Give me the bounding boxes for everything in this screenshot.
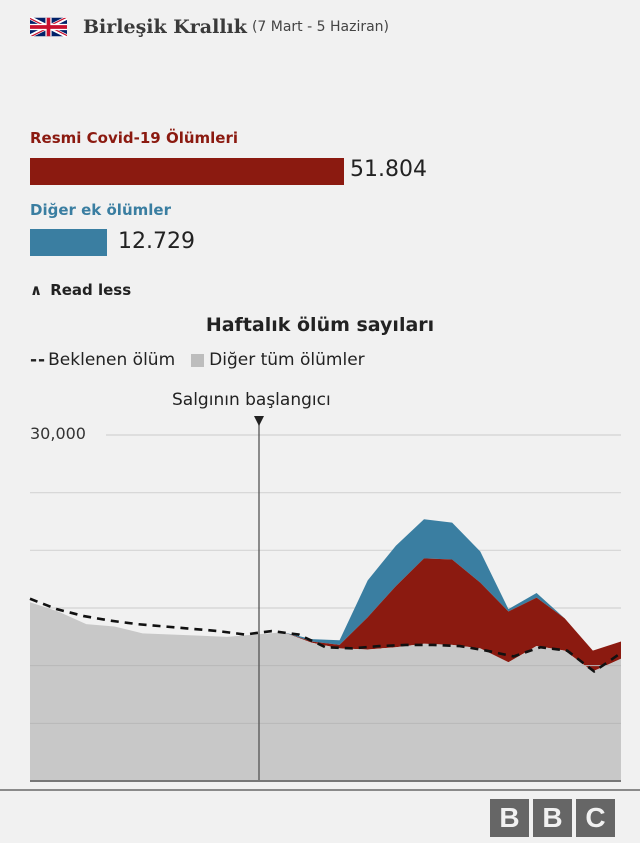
chart-header: Birleşik Krallık (7 Mart - 5 Haziran) [30,16,389,38]
other-excess-area [30,519,621,651]
expected-deaths-line [29,597,622,674]
bbc-logo: B B C [490,799,615,837]
official-deaths-bar [30,158,344,185]
chart-title: Haftalık ölüm sayıları [205,314,435,336]
official-deaths-label: Resmi Covid-19 Ölümleri [30,129,238,147]
gray-square-icon [191,353,205,367]
dashed-line-icon: -- [30,350,47,370]
uk-flag-icon [30,17,67,37]
pandemic-start-label: Salgının başlangıcı [172,390,331,410]
other-deaths-value: 12.729 [118,229,195,254]
chart-legend: -- Beklenen ölüm Diğer tüm ölümler [30,350,365,370]
legend-expected: Beklenen ölüm [48,350,176,370]
read-less-label: Read less [50,281,132,299]
footer-divider [0,789,640,791]
other-deaths-area [30,602,621,781]
other-deaths-bar [30,229,107,256]
official-deaths-value: 51.804 [350,157,427,182]
other-deaths-label: Diğer ek ölümler [30,201,171,219]
chevron-up-icon: ∧ [30,281,43,299]
page-title: Birleşik Krallık [83,16,247,38]
date-range: (7 Mart - 5 Haziran) [251,19,389,35]
legend-other: Diğer tüm ölümler [209,350,365,370]
y-tick-30000: 30,000 [30,424,86,443]
read-less-button[interactable]: ∧ Read less [30,281,131,299]
marker-triangle-icon [254,416,264,426]
covid-deaths-area [30,558,621,672]
